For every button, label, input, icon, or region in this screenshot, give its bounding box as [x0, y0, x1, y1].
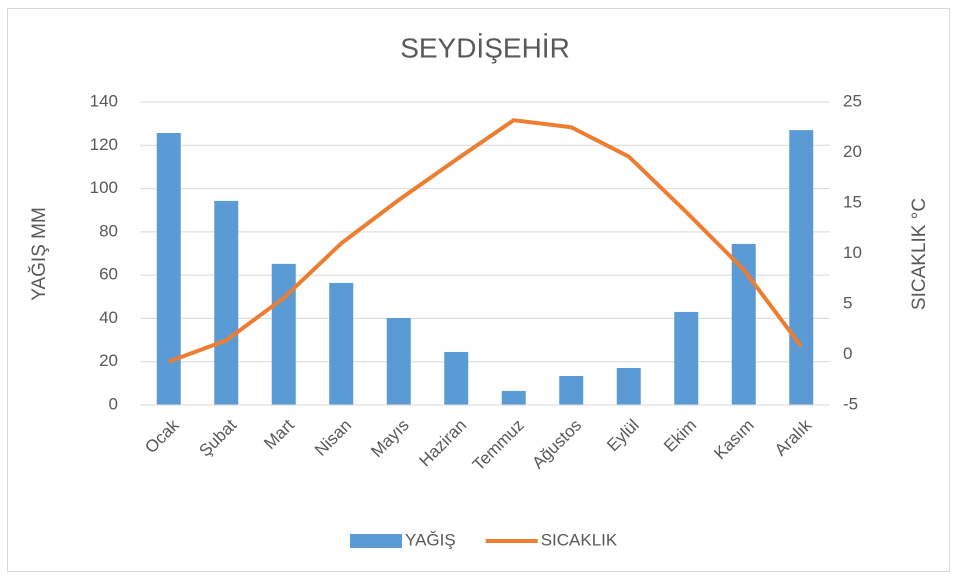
- y2-tick-label: -5: [843, 394, 858, 413]
- y-tick-label: 140: [90, 91, 118, 110]
- y2-tick-label: 15: [843, 192, 862, 211]
- y2-tick-label: 10: [843, 243, 862, 262]
- y-tick-label: 120: [90, 135, 118, 154]
- bar: [271, 263, 296, 405]
- y-tick-label: 20: [99, 351, 118, 370]
- bar: [501, 390, 526, 405]
- y2-tick-label: 0: [843, 344, 852, 363]
- bar: [559, 375, 584, 405]
- bar: [329, 282, 354, 405]
- y2-tick-label: 25: [843, 91, 862, 110]
- bar: [674, 311, 699, 405]
- y2-tick-label: 5: [843, 293, 852, 312]
- bar: [214, 200, 239, 405]
- bar: [156, 132, 181, 405]
- y-axis-label: YAĞIŞ MM: [28, 207, 50, 301]
- bar: [386, 317, 411, 405]
- y-tick-label: 80: [99, 221, 118, 240]
- y-tick-label: 100: [90, 178, 118, 197]
- legend-label: YAĞIŞ: [405, 530, 456, 549]
- y2-axis-label: SICAKLIK °C: [909, 198, 930, 310]
- bar: [789, 130, 814, 405]
- y-tick-label: 60: [99, 265, 118, 284]
- y-tick-label: 40: [99, 308, 118, 327]
- line: [168, 118, 803, 364]
- legend-label: SICAKLIK: [541, 530, 618, 549]
- y-tick-label: 0: [109, 394, 118, 413]
- bar: [616, 367, 641, 405]
- legend-swatch: [350, 534, 402, 548]
- bar: [444, 351, 469, 405]
- chart-title: SEYDİŞEHİR: [400, 32, 570, 63]
- y2-tick-label: 20: [843, 142, 862, 161]
